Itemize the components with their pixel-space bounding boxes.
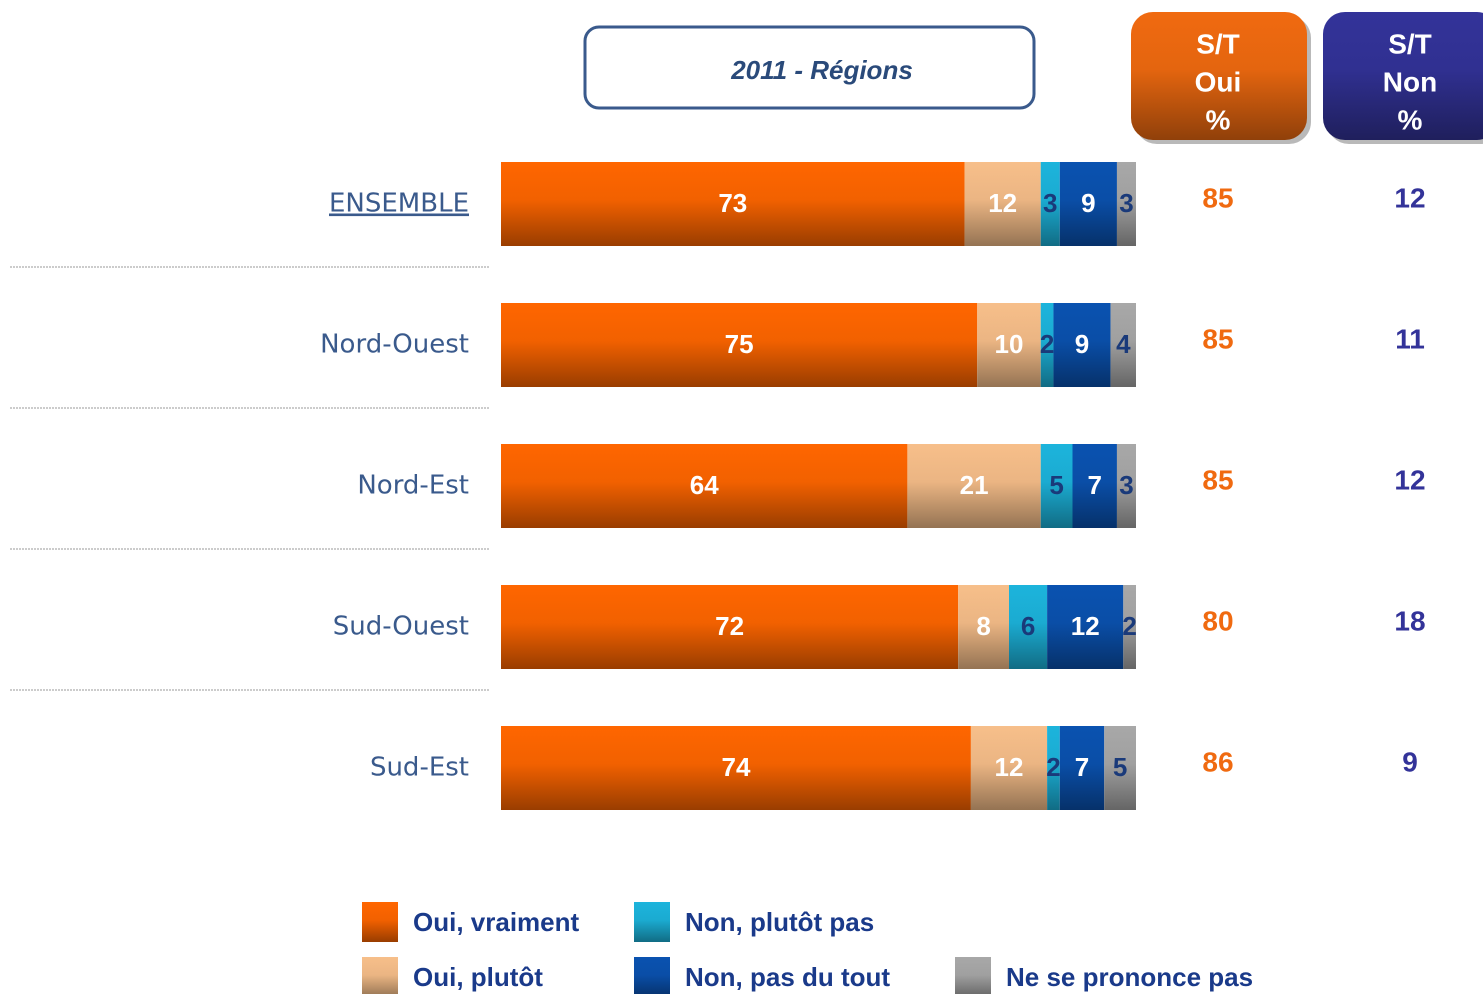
category-label: Sud-Est bbox=[370, 753, 469, 783]
bar-segment bbox=[1072, 444, 1117, 528]
segment-label: 12 bbox=[995, 752, 1024, 782]
segment-label: 4 bbox=[1116, 329, 1131, 359]
segment-label: 2 bbox=[1040, 329, 1054, 359]
segment-label: 7 bbox=[1087, 470, 1101, 500]
legend-swatch bbox=[634, 957, 670, 994]
bar-segment bbox=[1059, 726, 1105, 810]
legend-swatch bbox=[955, 957, 991, 994]
category-label: Nord-Est bbox=[357, 471, 469, 501]
bar-segment bbox=[964, 162, 1041, 246]
column-value: 18 bbox=[1394, 605, 1425, 636]
column-value: 80 bbox=[1202, 605, 1233, 636]
bar-segment bbox=[1123, 585, 1136, 669]
bar-segment bbox=[501, 726, 971, 810]
segment-label: 9 bbox=[1081, 188, 1095, 218]
segment-label: 73 bbox=[718, 188, 747, 218]
bar-segment bbox=[1040, 303, 1054, 387]
bar-segment bbox=[1040, 162, 1060, 246]
legend-label: Non, pas du tout bbox=[685, 962, 890, 992]
segment-label: 2 bbox=[1122, 611, 1136, 641]
column-value: 86 bbox=[1202, 746, 1233, 777]
legend-label: Non, plutôt pas bbox=[685, 907, 874, 937]
column-value: 12 bbox=[1394, 464, 1425, 495]
segment-label: 64 bbox=[690, 470, 719, 500]
segment-label: 8 bbox=[976, 611, 990, 641]
legend-label: Oui, vraiment bbox=[413, 907, 579, 937]
column-value: 85 bbox=[1202, 464, 1233, 495]
bar-segment bbox=[1047, 726, 1060, 810]
bar-segment bbox=[977, 303, 1041, 387]
bar-segment bbox=[970, 726, 1048, 810]
segment-label: 74 bbox=[721, 752, 750, 782]
bar-segment bbox=[1059, 162, 1117, 246]
subtitle: 2011 - Régions bbox=[730, 55, 913, 85]
legend-label: Oui, plutôt bbox=[413, 962, 543, 992]
column-value: 9 bbox=[1402, 746, 1418, 777]
column-header: Oui bbox=[1195, 66, 1242, 97]
column-header-box bbox=[1131, 12, 1307, 140]
column-value: 12 bbox=[1394, 182, 1425, 213]
bar-segment bbox=[1053, 303, 1111, 387]
segment-label: 72 bbox=[715, 611, 744, 641]
bar-segment bbox=[1040, 444, 1073, 528]
segment-label: 5 bbox=[1049, 470, 1063, 500]
legend-swatch bbox=[362, 957, 398, 994]
legend-label: Ne se prononce pas bbox=[1006, 962, 1253, 992]
segment-label: 6 bbox=[1021, 611, 1035, 641]
bar-segment bbox=[1116, 162, 1136, 246]
bar-segment bbox=[907, 444, 1041, 528]
category-label: ENSEMBLE bbox=[329, 189, 469, 219]
bar-segment bbox=[501, 303, 978, 387]
column-header: Non bbox=[1383, 66, 1437, 97]
segment-label: 21 bbox=[960, 470, 989, 500]
category-label: Nord-Ouest bbox=[320, 330, 469, 360]
segment-label: 10 bbox=[995, 329, 1024, 359]
segment-label: 5 bbox=[1113, 752, 1127, 782]
bar-segment bbox=[501, 162, 965, 246]
segment-label: 3 bbox=[1043, 188, 1057, 218]
segment-label: 2 bbox=[1046, 752, 1060, 782]
segment-label: 12 bbox=[1071, 611, 1100, 641]
bar-segment bbox=[1047, 585, 1124, 669]
bar-segment bbox=[1116, 444, 1136, 528]
column-header: S/T bbox=[1388, 28, 1432, 59]
bar-segment bbox=[1104, 726, 1136, 810]
legend-swatch bbox=[634, 902, 670, 942]
legend-swatch bbox=[362, 902, 398, 942]
bar-segment bbox=[501, 585, 959, 669]
bar-segment bbox=[501, 444, 908, 528]
column-header: % bbox=[1398, 104, 1423, 135]
category-label: Sud-Ouest bbox=[333, 612, 469, 642]
subtitle-box bbox=[583, 25, 1036, 110]
column-value: 85 bbox=[1202, 323, 1233, 354]
column-header-box bbox=[1323, 12, 1483, 140]
segment-label: 3 bbox=[1119, 188, 1133, 218]
column-header: S/T bbox=[1196, 28, 1240, 59]
segment-label: 9 bbox=[1075, 329, 1089, 359]
bar-segment bbox=[958, 585, 1009, 669]
column-value: 85 bbox=[1202, 182, 1233, 213]
segment-label: 3 bbox=[1119, 470, 1133, 500]
bar-segment bbox=[1110, 303, 1136, 387]
bar-segment bbox=[1009, 585, 1048, 669]
segment-label: 75 bbox=[725, 329, 754, 359]
segment-label: 7 bbox=[1075, 752, 1089, 782]
column-value: 11 bbox=[1395, 323, 1425, 354]
segment-label: 12 bbox=[988, 188, 1017, 218]
column-header: % bbox=[1206, 104, 1231, 135]
